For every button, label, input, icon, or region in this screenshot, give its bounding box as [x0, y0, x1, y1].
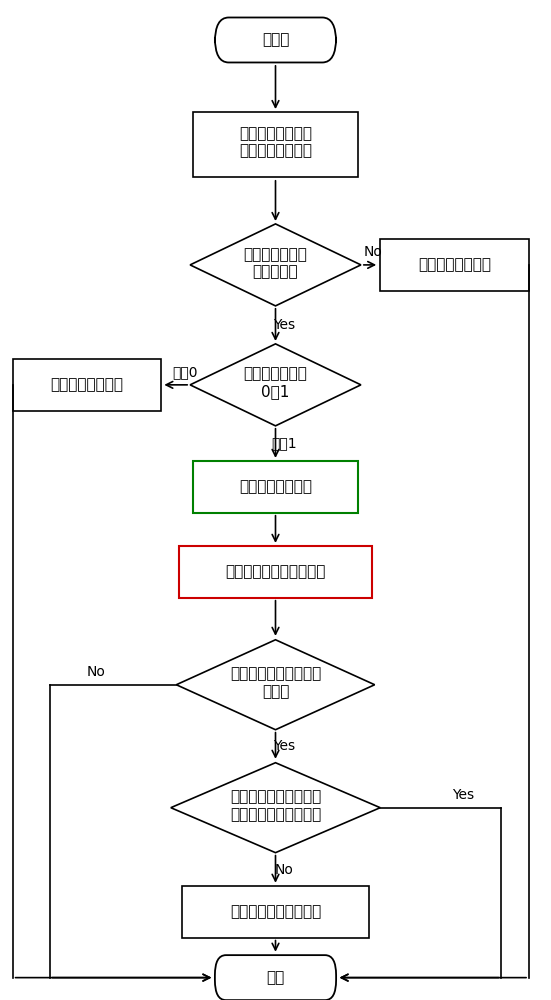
Text: 临时簇头以一定功率广播: 临时簇头以一定功率广播	[225, 564, 326, 579]
Text: 初始化: 初始化	[262, 32, 289, 47]
FancyBboxPatch shape	[13, 359, 161, 411]
Text: Yes: Yes	[273, 318, 295, 332]
FancyBboxPatch shape	[182, 886, 369, 938]
FancyBboxPatch shape	[193, 461, 358, 513]
Text: 节点成为普通节点: 节点成为普通节点	[51, 377, 123, 392]
Text: 等于1: 等于1	[271, 436, 296, 450]
Text: 临时簇头能量大于其广
播范围内其他临时簇头: 临时簇头能量大于其广 播范围内其他临时簇头	[230, 789, 321, 822]
Text: 节点广播能量、位
置信息至汇聚节点: 节点广播能量、位 置信息至汇聚节点	[239, 126, 312, 158]
FancyBboxPatch shape	[179, 546, 372, 598]
Polygon shape	[171, 763, 380, 853]
Text: 广播范围内存在其他临
时簇头: 广播范围内存在其他临 时簇头	[230, 667, 321, 699]
Text: No: No	[87, 665, 106, 679]
Polygon shape	[190, 344, 361, 426]
Text: 等于0: 等于0	[172, 365, 197, 379]
Text: No: No	[274, 863, 293, 877]
Text: 节点成为临时簇头: 节点成为临时簇头	[239, 479, 312, 494]
FancyBboxPatch shape	[193, 112, 358, 177]
Polygon shape	[176, 640, 375, 730]
Text: 结束: 结束	[266, 970, 285, 985]
Text: No: No	[364, 245, 382, 259]
Text: 节点成为普通节点: 节点成为普通节点	[418, 257, 491, 272]
FancyBboxPatch shape	[380, 239, 529, 291]
Text: 临时簇头成为普通节点: 临时簇头成为普通节点	[230, 904, 321, 919]
FancyBboxPatch shape	[215, 955, 336, 1000]
Text: Yes: Yes	[452, 788, 474, 802]
Text: 节点能量大于平
均节点能量: 节点能量大于平 均节点能量	[244, 247, 307, 279]
Polygon shape	[190, 224, 361, 306]
Text: Yes: Yes	[273, 739, 295, 753]
Text: 节点生成随机数
0或1: 节点生成随机数 0或1	[244, 367, 307, 399]
FancyBboxPatch shape	[215, 17, 336, 62]
